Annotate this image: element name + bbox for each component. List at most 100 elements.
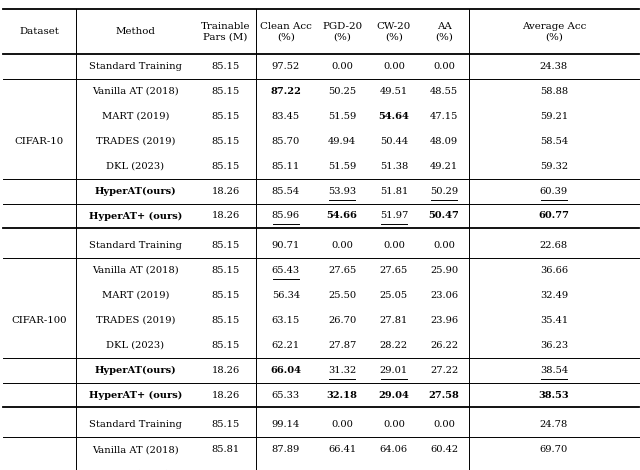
Text: 60.39: 60.39 [540,187,568,196]
Text: CIFAR-10: CIFAR-10 [15,137,64,146]
Text: TRADES (2019): TRADES (2019) [95,137,175,146]
Text: 87.22: 87.22 [270,87,301,96]
Text: 85.15: 85.15 [211,112,240,121]
Text: CIFAR-100: CIFAR-100 [12,316,67,325]
Text: 85.15: 85.15 [211,137,240,146]
Text: 51.59: 51.59 [328,162,356,171]
Text: 0.00: 0.00 [331,241,353,250]
Text: 58.88: 58.88 [540,87,568,96]
Text: 0.00: 0.00 [331,62,353,71]
Text: HyperAT(ours): HyperAT(ours) [95,366,176,375]
Text: 50.25: 50.25 [328,87,356,96]
Text: HyperAT+ (ours): HyperAT+ (ours) [89,212,182,220]
Text: 23.96: 23.96 [430,316,458,325]
Text: 54.64: 54.64 [378,112,410,121]
Text: 31.32: 31.32 [328,366,356,375]
Text: 18.26: 18.26 [211,391,240,400]
Text: PGD-20
(%): PGD-20 (%) [322,22,362,41]
Text: Method: Method [115,27,156,36]
Text: 22.68: 22.68 [540,241,568,250]
Text: 85.15: 85.15 [211,341,240,350]
Text: 97.52: 97.52 [271,62,300,71]
Text: 85.54: 85.54 [272,187,300,196]
Text: Clean Acc
(%): Clean Acc (%) [260,22,312,41]
Text: Vanilla AT (2018): Vanilla AT (2018) [92,266,179,275]
Text: 36.66: 36.66 [540,266,568,275]
Text: 48.09: 48.09 [430,137,458,146]
Text: 27.58: 27.58 [429,391,460,400]
Text: 27.87: 27.87 [328,341,356,350]
Text: 0.00: 0.00 [433,241,455,250]
Text: 36.23: 36.23 [540,341,568,350]
Text: HyperAT(ours): HyperAT(ours) [95,187,176,196]
Text: Standard Training: Standard Training [89,420,182,429]
Text: 63.15: 63.15 [271,316,300,325]
Text: 51.81: 51.81 [380,187,408,196]
Text: CW-20
(%): CW-20 (%) [377,22,411,41]
Text: 90.71: 90.71 [271,241,300,250]
Text: 0.00: 0.00 [383,62,405,71]
Text: 0.00: 0.00 [383,241,405,250]
Text: 24.78: 24.78 [540,420,568,429]
Text: 59.21: 59.21 [540,112,568,121]
Text: 54.66: 54.66 [326,212,358,220]
Text: DKL (2023): DKL (2023) [106,162,164,171]
Text: 85.15: 85.15 [211,162,240,171]
Text: 32.18: 32.18 [326,391,358,400]
Text: Standard Training: Standard Training [89,241,182,250]
Text: 85.70: 85.70 [271,137,300,146]
Text: 29.04: 29.04 [378,391,410,400]
Text: 18.26: 18.26 [211,187,240,196]
Text: 32.49: 32.49 [540,291,568,300]
Text: DKL (2023): DKL (2023) [106,341,164,350]
Text: 59.32: 59.32 [540,162,568,171]
Text: 85.15: 85.15 [211,62,240,71]
Text: 0.00: 0.00 [383,420,405,429]
Text: 66.41: 66.41 [328,445,356,454]
Text: 25.50: 25.50 [328,291,356,300]
Text: 62.21: 62.21 [271,341,300,350]
Text: 53.93: 53.93 [328,187,356,196]
Text: 25.90: 25.90 [430,266,458,275]
Text: AA
(%): AA (%) [435,22,453,41]
Text: 0.00: 0.00 [331,420,353,429]
Text: 29.01: 29.01 [380,366,408,375]
Text: 49.51: 49.51 [380,87,408,96]
Text: MART (2019): MART (2019) [102,291,169,300]
Text: 38.53: 38.53 [539,391,569,400]
Text: Standard Training: Standard Training [89,62,182,71]
Text: 58.54: 58.54 [540,137,568,146]
Text: 47.15: 47.15 [430,112,458,121]
Text: 27.65: 27.65 [328,266,356,275]
Text: 18.26: 18.26 [211,366,240,375]
Text: 49.94: 49.94 [328,137,356,146]
Text: 60.77: 60.77 [538,212,570,220]
Text: 23.06: 23.06 [430,291,458,300]
Text: 83.45: 83.45 [272,112,300,121]
Text: 66.04: 66.04 [270,366,301,375]
Text: 0.00: 0.00 [433,62,455,71]
Text: 85.15: 85.15 [211,291,240,300]
Text: 26.22: 26.22 [430,341,458,350]
Text: 48.55: 48.55 [430,87,458,96]
Text: 24.38: 24.38 [540,62,568,71]
Text: 0.00: 0.00 [433,420,455,429]
Text: 85.11: 85.11 [271,162,300,171]
Text: 51.97: 51.97 [380,212,408,220]
Text: 85.96: 85.96 [272,212,300,220]
Text: 85.15: 85.15 [211,87,240,96]
Text: MART (2019): MART (2019) [102,112,169,121]
Text: 85.15: 85.15 [211,266,240,275]
Text: 35.41: 35.41 [540,316,568,325]
Text: 85.81: 85.81 [211,445,240,454]
Text: 50.47: 50.47 [429,212,460,220]
Text: 85.15: 85.15 [211,241,240,250]
Text: Dataset: Dataset [19,27,60,36]
Text: 56.34: 56.34 [272,291,300,300]
Text: 38.54: 38.54 [540,366,568,375]
Text: 49.21: 49.21 [430,162,458,171]
Text: 51.38: 51.38 [380,162,408,171]
Text: 50.29: 50.29 [430,187,458,196]
Text: 18.26: 18.26 [211,212,240,220]
Text: TRADES (2019): TRADES (2019) [95,316,175,325]
